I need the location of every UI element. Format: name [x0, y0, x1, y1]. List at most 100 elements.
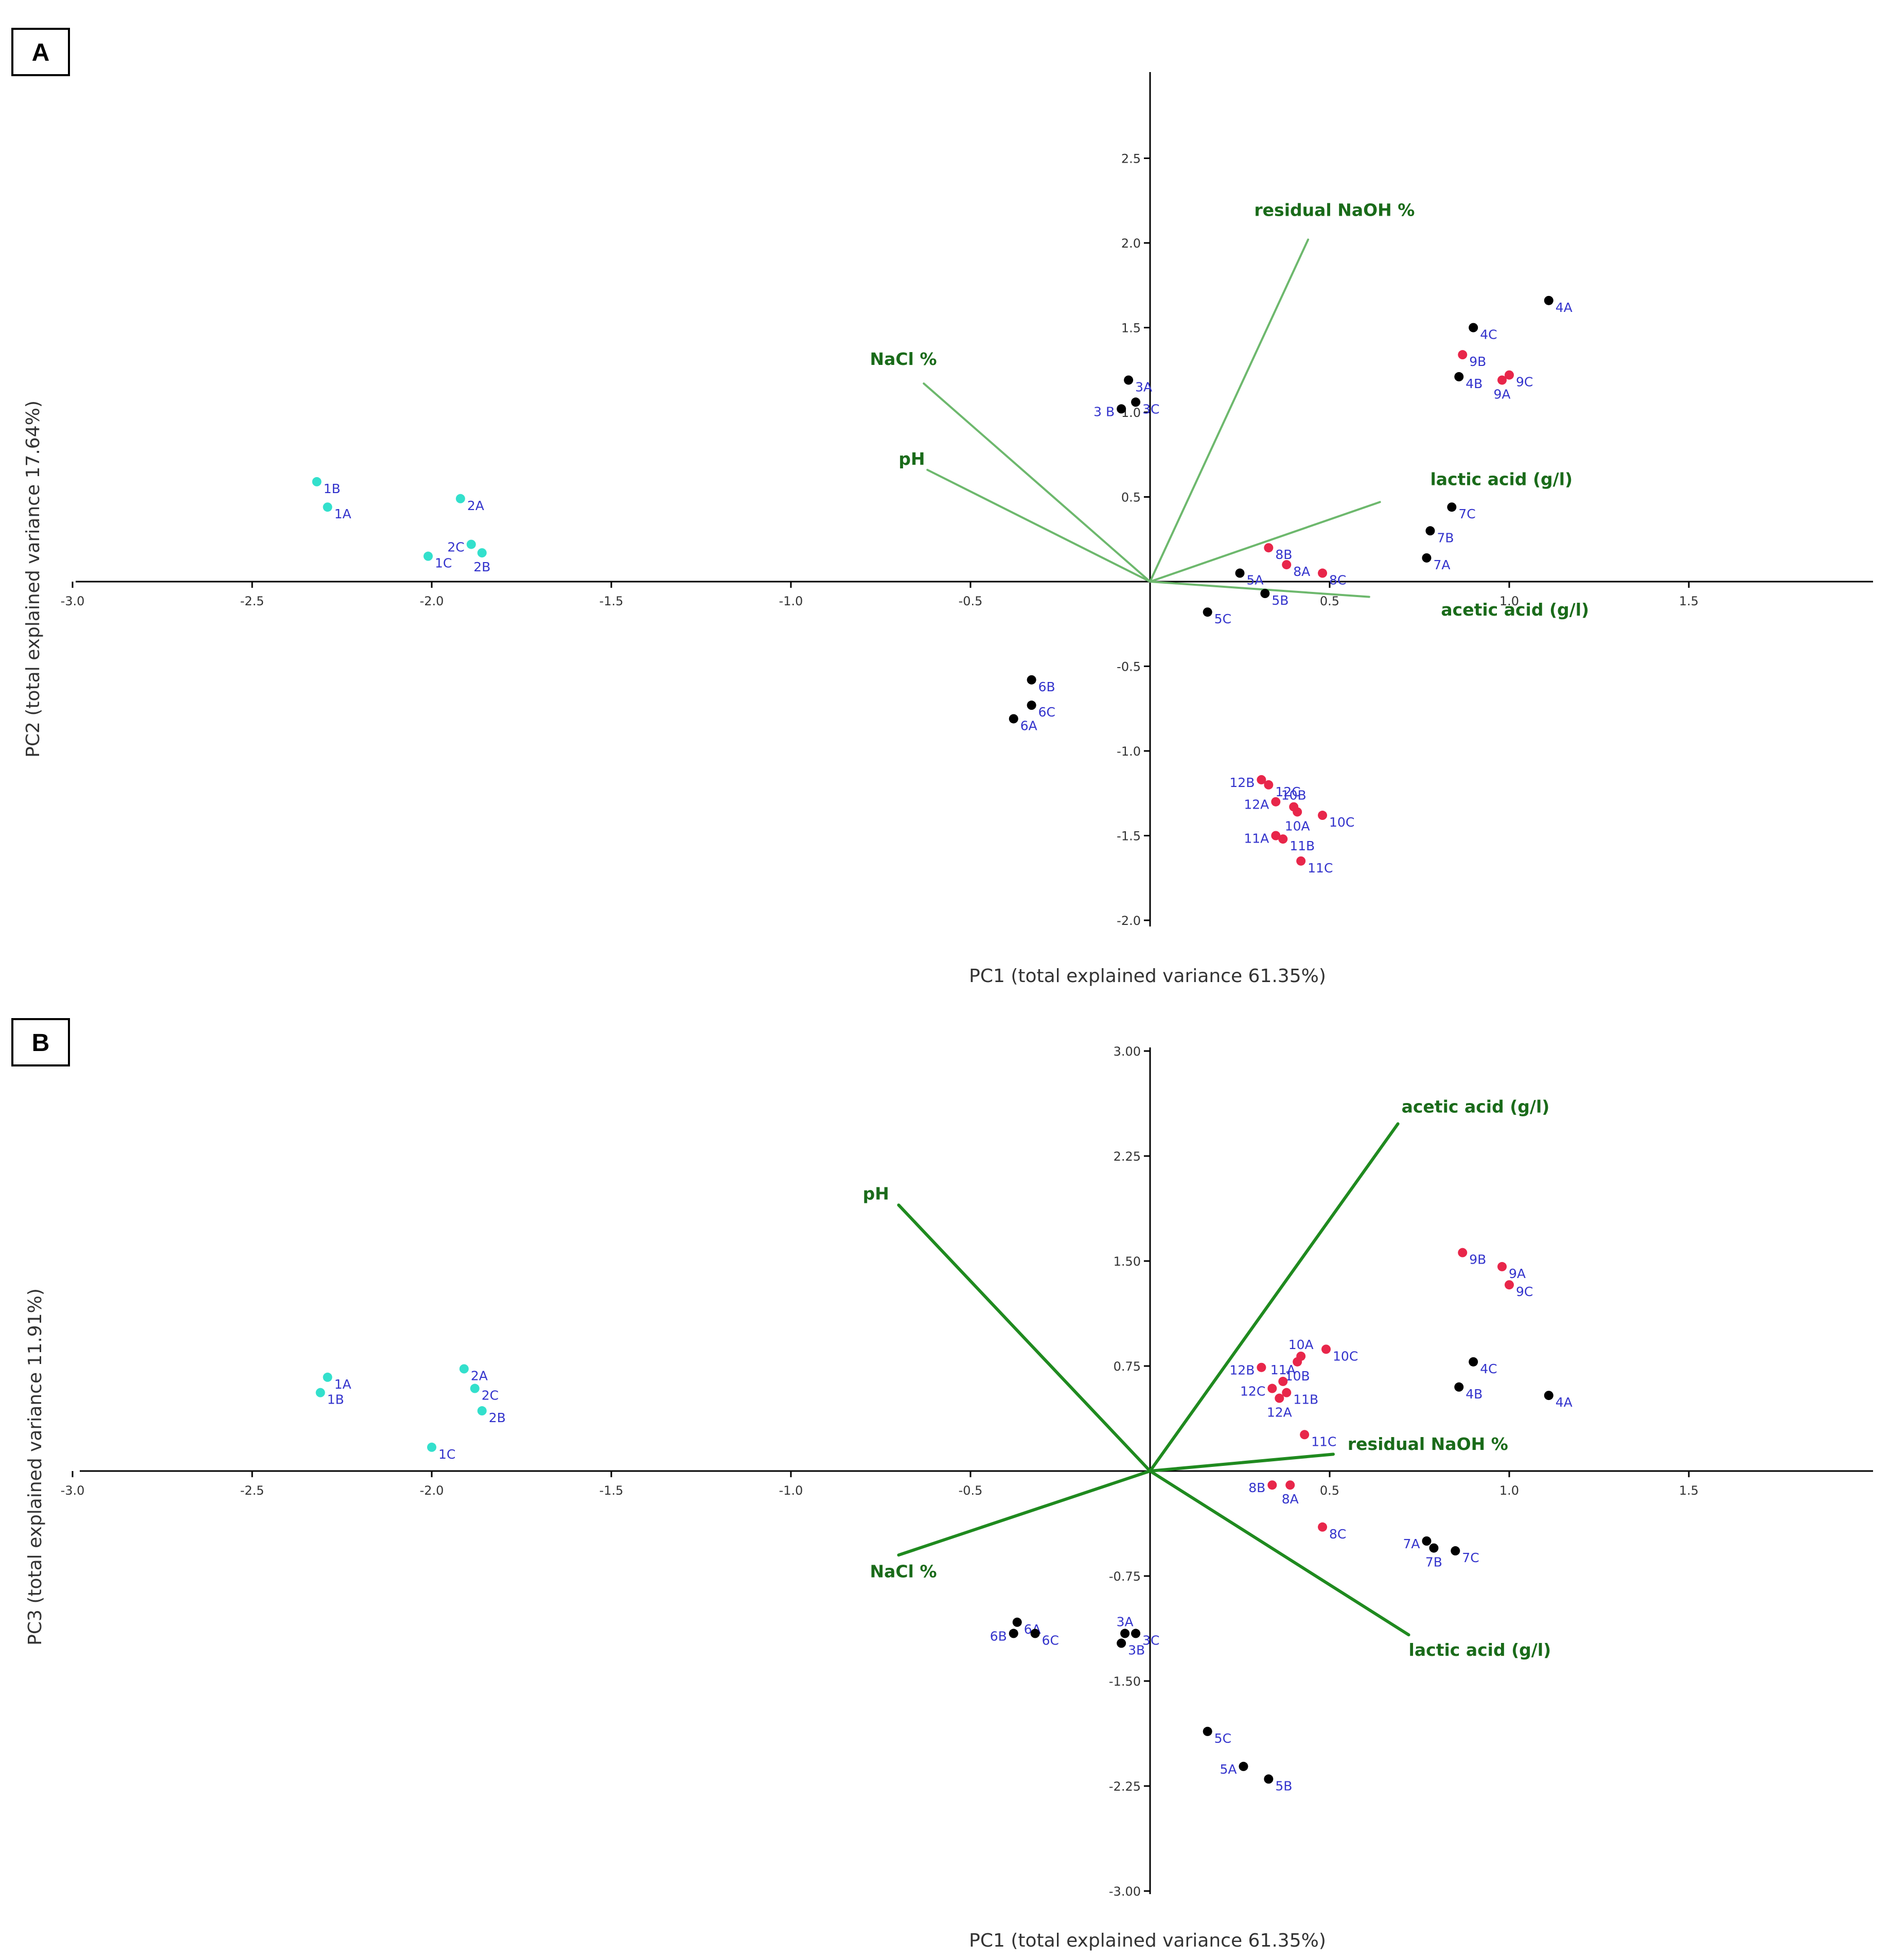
data-point-label: 1C — [435, 556, 452, 571]
data-point — [1544, 295, 1553, 305]
data-point-label: 1B — [327, 1392, 344, 1407]
data-point-label: 3A — [1135, 379, 1152, 394]
data-point-label: 9A — [1509, 1266, 1526, 1281]
loading-label: residual NaOH % — [1254, 200, 1415, 220]
data-point — [1271, 831, 1281, 841]
x-tick-label: -1.0 — [779, 1483, 803, 1498]
x-tick-label: 1.5 — [1679, 1483, 1699, 1498]
data-point — [1009, 714, 1018, 724]
loading-label: pH — [863, 1183, 889, 1203]
y-tick-label: 0.5 — [1121, 491, 1141, 505]
y-axis-title: PC3 (total explained variance 11.91%) — [25, 1288, 46, 1646]
x-tick-label: -2.5 — [240, 594, 264, 608]
x-axis-title: PC1 (total explained variance 61.35%) — [969, 1930, 1326, 1951]
data-point-label: 2B — [473, 559, 490, 574]
loading-vector — [897, 1469, 1152, 1557]
x-tick-label: 0.5 — [1320, 1483, 1339, 1498]
data-point-label: 11B — [1293, 1392, 1318, 1407]
loading-vector — [897, 1203, 1152, 1473]
data-point — [1318, 568, 1328, 578]
data-point — [1264, 1774, 1274, 1784]
data-point — [1505, 1280, 1514, 1290]
data-point — [1203, 607, 1212, 617]
data-point-label: 11A — [1244, 831, 1269, 846]
data-point — [1120, 1629, 1130, 1638]
y-tick-label: 0.75 — [1114, 1359, 1141, 1374]
x-tick-label: -2.0 — [420, 1483, 444, 1498]
data-point-label: 3 B — [1093, 404, 1115, 419]
y-tick-label: 1.50 — [1114, 1254, 1141, 1269]
loading-vector — [923, 382, 1151, 583]
data-point — [470, 1384, 480, 1393]
data-point — [427, 1442, 436, 1452]
data-point-label: 2A — [467, 498, 484, 513]
loading-label: pH — [898, 449, 925, 469]
data-point — [1447, 502, 1457, 512]
data-point — [1422, 1536, 1432, 1546]
data-point — [1300, 1430, 1310, 1440]
data-point — [1239, 1761, 1248, 1771]
data-point-label: 10A — [1288, 1337, 1314, 1352]
panel-b-label: B — [32, 1029, 50, 1057]
data-point — [1131, 1629, 1141, 1638]
y-tick-label: 2.0 — [1121, 236, 1141, 251]
data-point-label: 8B — [1275, 547, 1292, 562]
data-point-label: 4A — [1556, 1395, 1573, 1410]
data-point — [423, 551, 433, 561]
data-point — [1275, 1393, 1284, 1403]
data-point — [1451, 1546, 1460, 1556]
data-point-label: 10C — [1329, 815, 1354, 830]
data-point-label: 5A — [1220, 1762, 1237, 1777]
data-point-label: 4C — [1480, 1361, 1497, 1376]
data-point — [1264, 780, 1274, 790]
data-point-label: 8A — [1282, 1492, 1299, 1507]
x-tick-label: 1.5 — [1679, 594, 1699, 608]
data-point-label: 4C — [1480, 327, 1497, 342]
data-point — [1117, 404, 1126, 414]
y-tick-label: -3.00 — [1109, 1884, 1141, 1899]
data-point-label: 2C — [482, 1388, 499, 1403]
data-point — [1293, 807, 1302, 817]
data-point-label: 5B — [1275, 1778, 1292, 1793]
panel-a-label-box — [11, 28, 70, 76]
data-point — [459, 1364, 469, 1374]
y-axis-title: PC2 (total explained variance 17.64%) — [23, 400, 44, 758]
data-point — [1117, 1638, 1126, 1648]
data-point — [1429, 1543, 1439, 1553]
data-point — [1257, 1362, 1266, 1372]
loading-vector — [1149, 1122, 1400, 1473]
data-point — [1544, 1391, 1553, 1401]
data-point-label: 7A — [1433, 557, 1450, 572]
y-tick-label: 2.25 — [1114, 1149, 1141, 1164]
data-point-label: 12A — [1267, 1405, 1292, 1420]
data-point — [1293, 1357, 1302, 1367]
data-point-label: 12B — [1229, 1363, 1255, 1378]
data-point — [1260, 589, 1270, 599]
data-point — [1009, 1629, 1018, 1638]
loading-label: residual NaOH % — [1348, 1434, 1508, 1454]
data-point — [1131, 397, 1141, 407]
x-tick-label: -0.5 — [959, 1483, 983, 1498]
data-point-label: 4A — [1556, 300, 1573, 315]
panel-b: B -3.0 -2.5 -2.0 -1.5 -1.0 -0.5 0.5 1.0 1.5 3.00 2… — [11, 1018, 1873, 1951]
data-point-label: 5C — [1214, 1731, 1231, 1746]
data-point — [1454, 1382, 1464, 1392]
data-point-label: 6C — [1038, 705, 1055, 720]
data-point — [1257, 775, 1266, 784]
loading-label: lactic acid (g/l) — [1430, 469, 1573, 489]
y-tick-label: -1.50 — [1109, 1674, 1141, 1689]
data-point-label: 10A — [1285, 818, 1310, 833]
data-point-label: 3A — [1117, 1615, 1134, 1630]
loading-label: NaCl % — [870, 1562, 937, 1582]
x-tick-label: 1.0 — [1499, 1483, 1519, 1498]
y-tick-label: -2.0 — [1117, 914, 1141, 928]
loading-vector — [1149, 1452, 1335, 1473]
panel-a: A -3.0 -2.5 -2.0 -1.5 -1.0 -0.5 0.5 1.0 1.5 2.5 2.… — [11, 28, 1873, 987]
data-point — [1497, 1262, 1507, 1271]
loading-label: acetic acid (g/l) — [1402, 1097, 1550, 1117]
data-point-label: 8B — [1248, 1480, 1265, 1495]
panel-a-label: A — [32, 39, 50, 66]
data-point — [1469, 323, 1478, 332]
